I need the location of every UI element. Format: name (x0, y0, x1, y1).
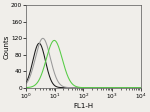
Y-axis label: Counts: Counts (3, 34, 9, 59)
X-axis label: FL1-H: FL1-H (73, 102, 93, 109)
